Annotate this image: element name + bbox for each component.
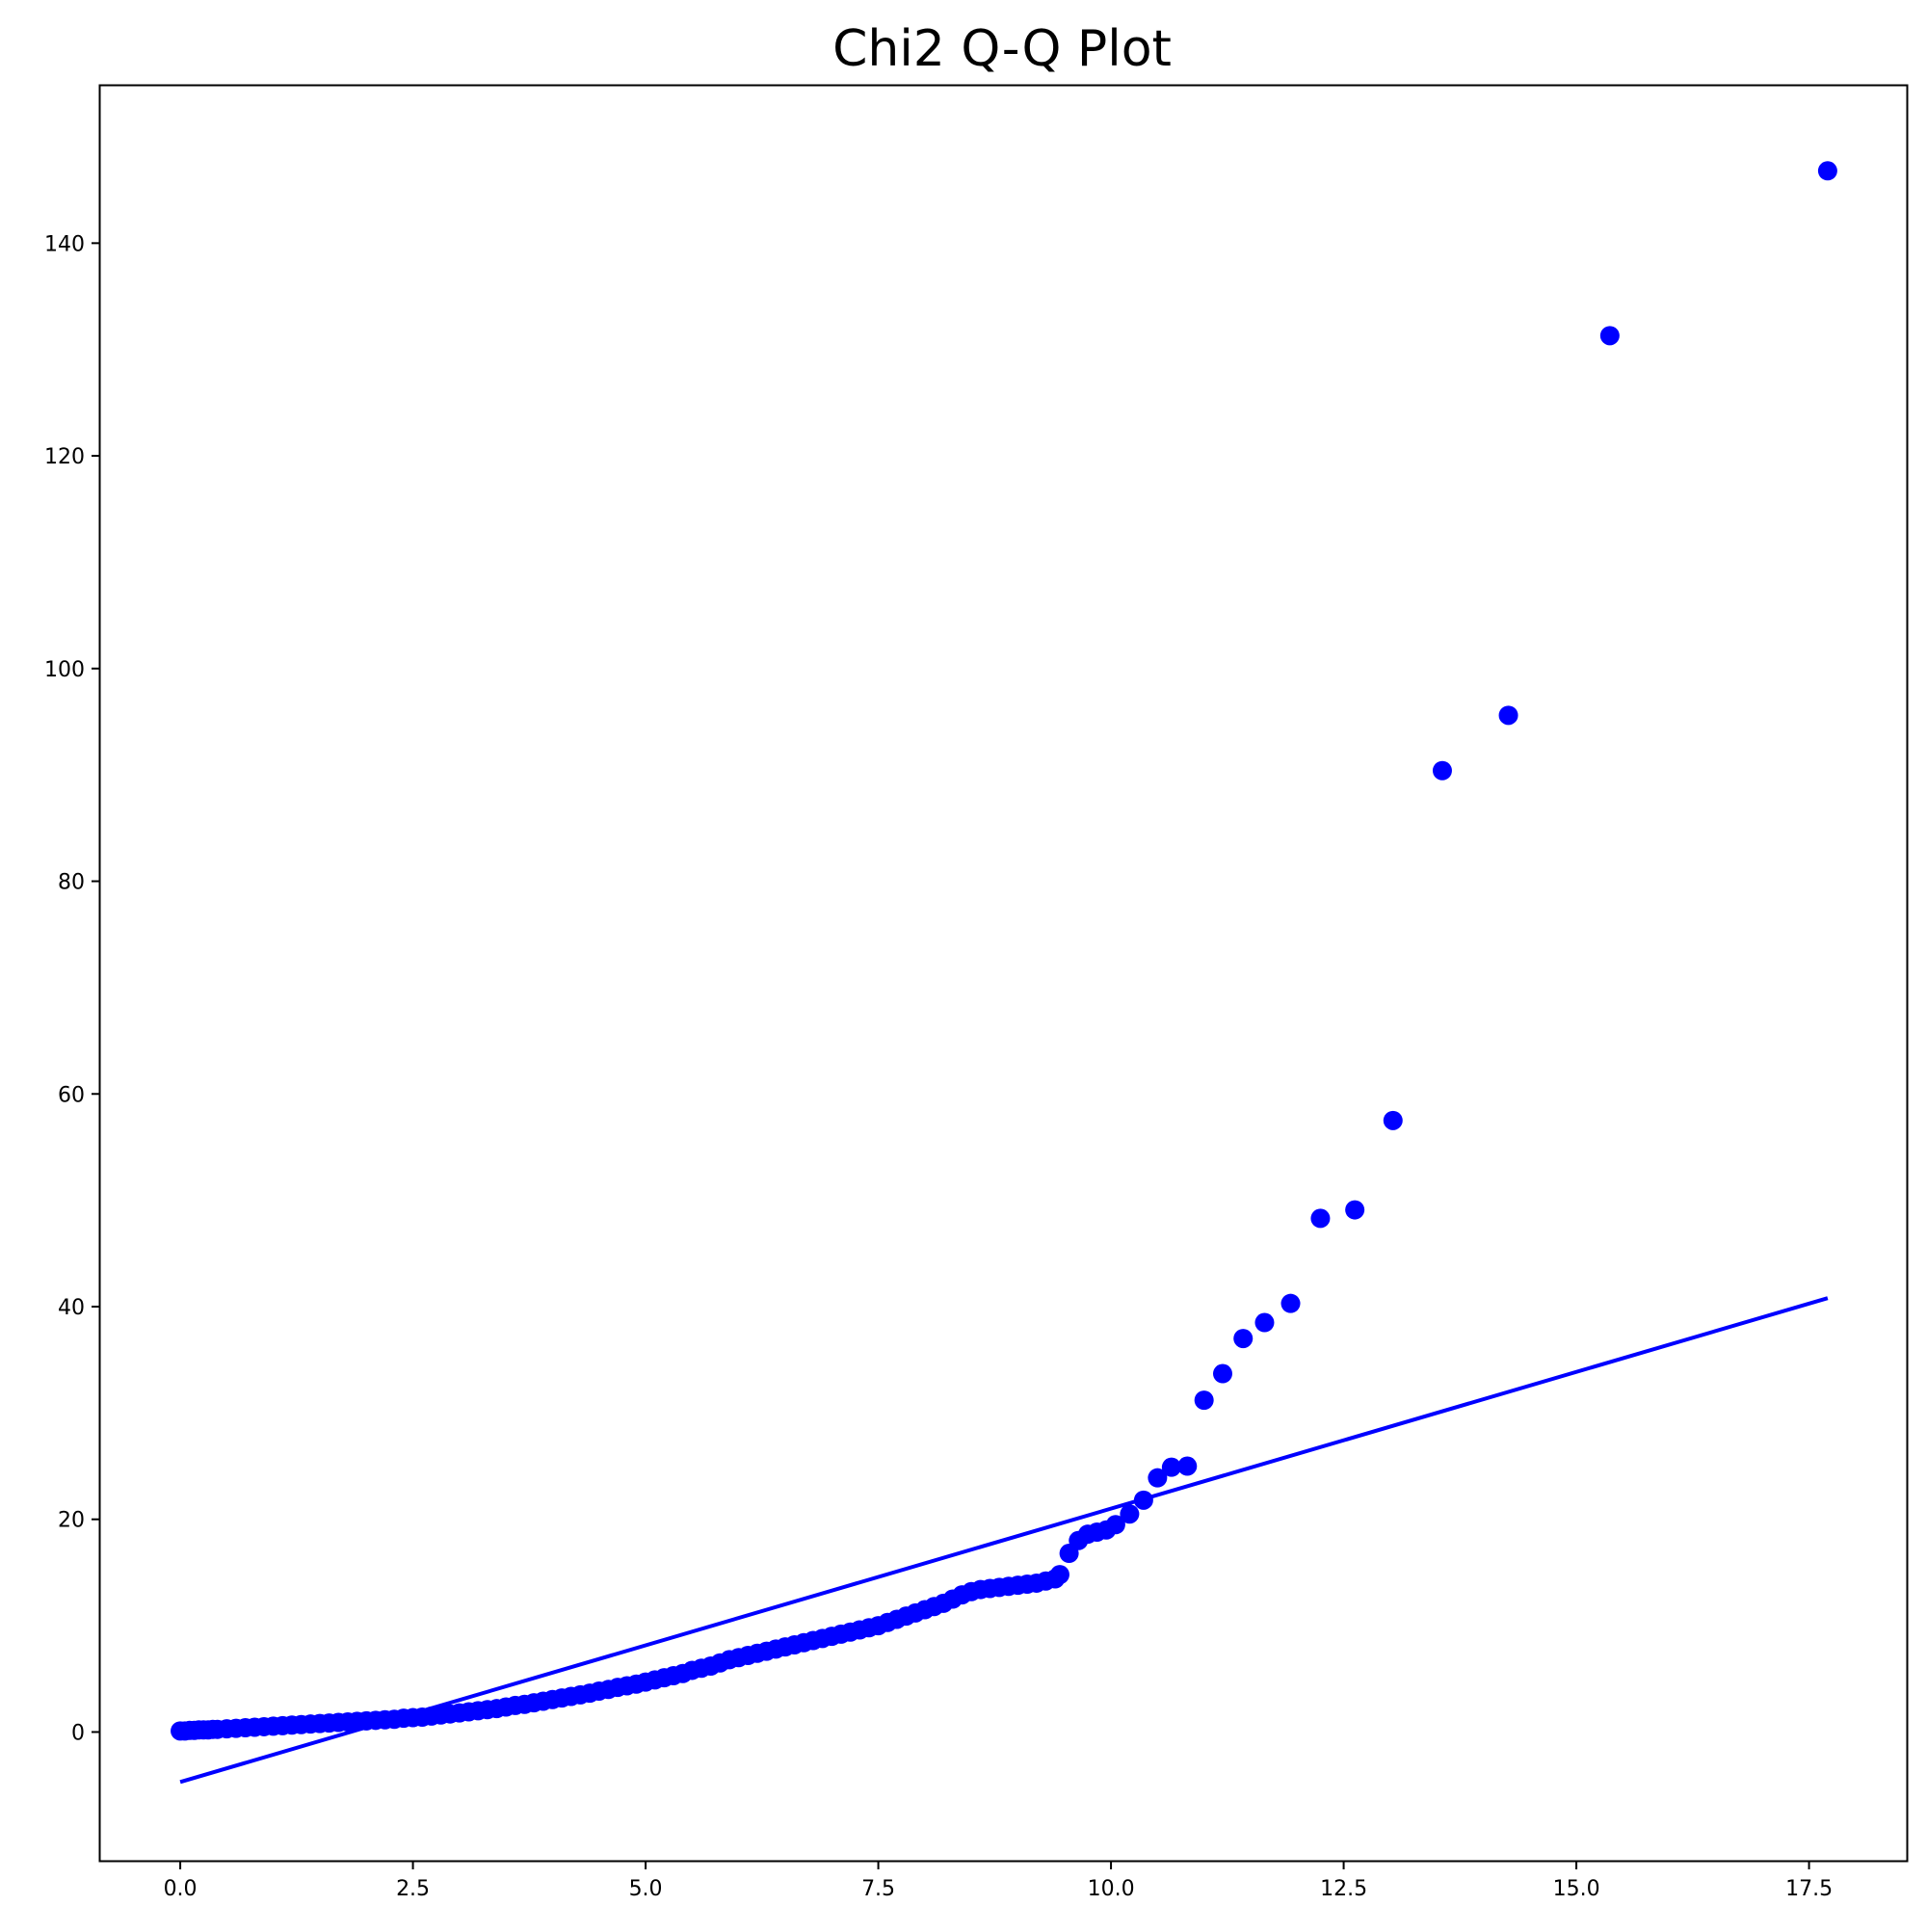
y-tick-label: 140 <box>44 232 85 256</box>
y-tick-label: 40 <box>58 1296 85 1320</box>
data-point <box>1233 1329 1254 1349</box>
x-tick-label: 2.5 <box>396 1877 430 1901</box>
data-point <box>1817 161 1837 181</box>
x-tick-label: 10.0 <box>1088 1877 1135 1901</box>
plot-area <box>171 161 1837 1785</box>
y-tick-label: 120 <box>44 445 85 469</box>
y-tick-label: 100 <box>44 658 85 682</box>
x-tick-label: 5.0 <box>629 1877 663 1901</box>
reference-line <box>179 1296 1829 1785</box>
data-point <box>1599 326 1620 346</box>
x-tick-label: 17.5 <box>1785 1877 1833 1901</box>
y-tick-label: 80 <box>58 871 85 895</box>
data-point <box>1310 1208 1331 1229</box>
x-tick-label: 12.5 <box>1320 1877 1367 1901</box>
data-point <box>1280 1293 1301 1313</box>
data-point <box>1049 1565 1069 1585</box>
data-point <box>1194 1390 1214 1411</box>
data-point <box>1498 705 1518 726</box>
data-point <box>1120 1504 1140 1524</box>
data-point <box>1177 1456 1198 1476</box>
data-point <box>1254 1312 1275 1333</box>
axes-frame <box>98 84 1909 1863</box>
data-point <box>1105 1515 1125 1535</box>
y-axis: 0 20 40 60 80 100 120 140 <box>44 232 100 1745</box>
data-point <box>1432 760 1452 781</box>
x-tick-label: 15.0 <box>1553 1877 1600 1901</box>
x-tick-label: 7.5 <box>861 1877 895 1901</box>
y-tick-label: 60 <box>58 1083 85 1107</box>
data-point <box>1161 1457 1181 1477</box>
data-point <box>1345 1200 1365 1220</box>
y-tick-label: 0 <box>71 1721 85 1745</box>
data-point <box>1383 1110 1403 1130</box>
data-point <box>1148 1468 1168 1488</box>
y-tick-label: 20 <box>58 1509 85 1533</box>
x-tick-label: 0.0 <box>164 1877 198 1901</box>
data-point <box>1212 1363 1232 1384</box>
chart-title: Chi2 Q-Q Plot <box>832 20 1172 78</box>
data-point <box>1133 1490 1153 1510</box>
x-axis: 0.0 2.5 5.0 7.5 10.0 12.5 15.0 17.5 <box>164 1861 1833 1901</box>
